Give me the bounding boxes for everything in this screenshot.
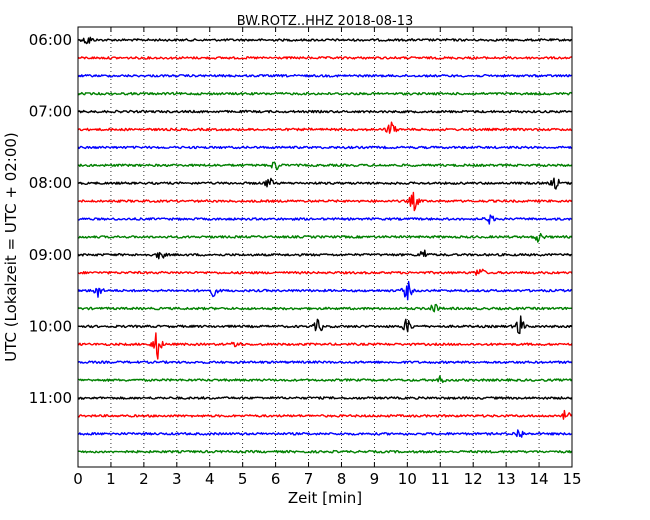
trace-line [77,109,573,114]
y-tick-label: 08:00 [29,174,72,192]
x-tick-label: 15 [562,470,581,488]
x-tick-label: 4 [205,470,215,488]
y-tick-label: 06:00 [29,31,72,49]
trace-line [77,177,573,190]
x-tick-label: 3 [172,470,182,488]
trace-line [78,315,573,335]
trace-line [77,429,573,438]
trace-line [78,375,573,384]
x-tick-label: 14 [530,470,549,488]
trace-line [77,360,573,364]
trace-line [77,268,573,276]
trace-line [77,280,573,301]
x-tick-label: 10 [398,470,417,488]
trace-group [77,36,573,454]
trace-line [77,396,573,400]
x-tick-label: 0 [73,470,83,488]
trace-line [77,409,573,420]
trace-line [77,145,573,150]
trace-line [77,449,573,454]
trace-line [77,303,573,313]
x-tick-label: 13 [497,470,516,488]
trace-line [78,214,572,225]
chart-title: BW.ROTZ..HHZ 2018-08-13 [237,14,413,29]
x-tick-label: 2 [139,470,149,488]
trace-line [77,56,572,60]
x-axis: 0 1 2 3 4 5 6 7 8 9 10 11 12 13 14 15 [73,27,582,488]
x-tick-label: 9 [370,470,380,488]
x-tick-label: 5 [238,470,248,488]
plot-frame [77,26,573,468]
x-tick-label: 12 [464,470,483,488]
y-tick-label: 07:00 [29,103,72,121]
y-tick-label: 11:00 [29,389,72,407]
trace-line [77,91,573,96]
trace-line [77,232,573,243]
y-axis: 06:00 07:00 08:00 09:00 10:00 11:00 [29,31,572,407]
trace-line [77,249,572,260]
y-axis-label: UTC (Lokalzeit = UTC + 02:00) [2,132,20,362]
x-tick-label: 6 [271,470,281,488]
grid-lines [110,27,540,467]
trace-line [77,74,573,78]
y-tick-label: 09:00 [29,246,72,264]
trace-line [77,332,573,360]
y-tick-label: 10:00 [29,317,72,335]
x-tick-label: 1 [106,470,116,488]
x-tick-label: 7 [304,470,314,488]
trace-line [77,36,573,45]
x-axis-label: Zeit [min] [288,489,362,507]
x-tick-label: 11 [431,470,450,488]
trace-line [77,121,573,134]
trace-line [77,161,573,171]
x-tick-label: 8 [337,470,347,488]
trace-line [77,191,573,212]
